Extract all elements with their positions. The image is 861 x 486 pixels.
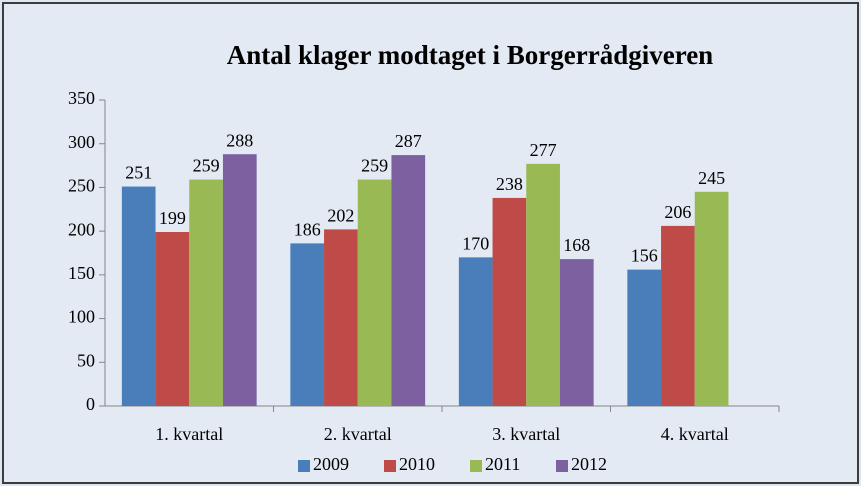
value-label: 202 xyxy=(327,206,354,226)
legend-swatch xyxy=(298,460,310,472)
legend-swatch xyxy=(384,460,396,472)
bar xyxy=(694,191,729,406)
x-tick-label: 1. kvartal xyxy=(155,424,223,444)
bar xyxy=(290,243,325,406)
y-tick-label: 300 xyxy=(68,132,95,152)
legend-swatch xyxy=(556,460,568,472)
value-label: 288 xyxy=(226,130,253,150)
bar xyxy=(559,259,594,406)
value-label: 186 xyxy=(294,220,321,240)
bar xyxy=(661,225,695,406)
bar xyxy=(189,179,223,406)
value-label: 259 xyxy=(361,156,388,176)
bar xyxy=(222,154,257,406)
y-tick-label: 250 xyxy=(68,176,95,196)
x-tick-label: 2. kvartal xyxy=(324,424,392,444)
value-label: 156 xyxy=(631,246,658,266)
bar xyxy=(391,155,426,406)
value-label: 251 xyxy=(125,163,152,183)
bar xyxy=(324,229,358,406)
value-label: 277 xyxy=(530,140,557,160)
bar xyxy=(357,179,392,406)
legend-label: 2011 xyxy=(485,454,520,474)
value-label: 168 xyxy=(563,235,590,255)
value-label: 259 xyxy=(193,156,220,176)
value-label: 287 xyxy=(395,131,422,151)
value-label: 238 xyxy=(496,174,523,194)
value-label: 206 xyxy=(664,202,691,222)
legend-swatch xyxy=(470,460,482,472)
x-tick-label: 3. kvartal xyxy=(492,424,560,444)
y-tick-label: 350 xyxy=(68,88,95,108)
y-tick-label: 50 xyxy=(77,350,95,370)
y-tick-label: 100 xyxy=(68,307,95,327)
y-tick-label: 150 xyxy=(68,263,95,283)
value-label: 199 xyxy=(159,208,186,228)
legend-label: 2010 xyxy=(399,454,435,474)
y-tick-label: 200 xyxy=(68,219,95,239)
y-tick-label: 0 xyxy=(86,394,95,414)
value-label: 245 xyxy=(698,168,725,188)
chart-title: Antal klager modtaget i Borgerrådgiveren xyxy=(227,40,713,70)
legend-label: 2009 xyxy=(313,454,349,474)
bar xyxy=(121,186,156,406)
bar xyxy=(458,257,493,406)
bar xyxy=(526,163,560,406)
bar xyxy=(492,197,527,406)
bar xyxy=(627,269,662,406)
bar xyxy=(155,232,190,406)
x-tick-label: 4. kvartal xyxy=(661,424,729,444)
legend-label: 2012 xyxy=(571,454,607,474)
value-label: 170 xyxy=(462,233,489,253)
